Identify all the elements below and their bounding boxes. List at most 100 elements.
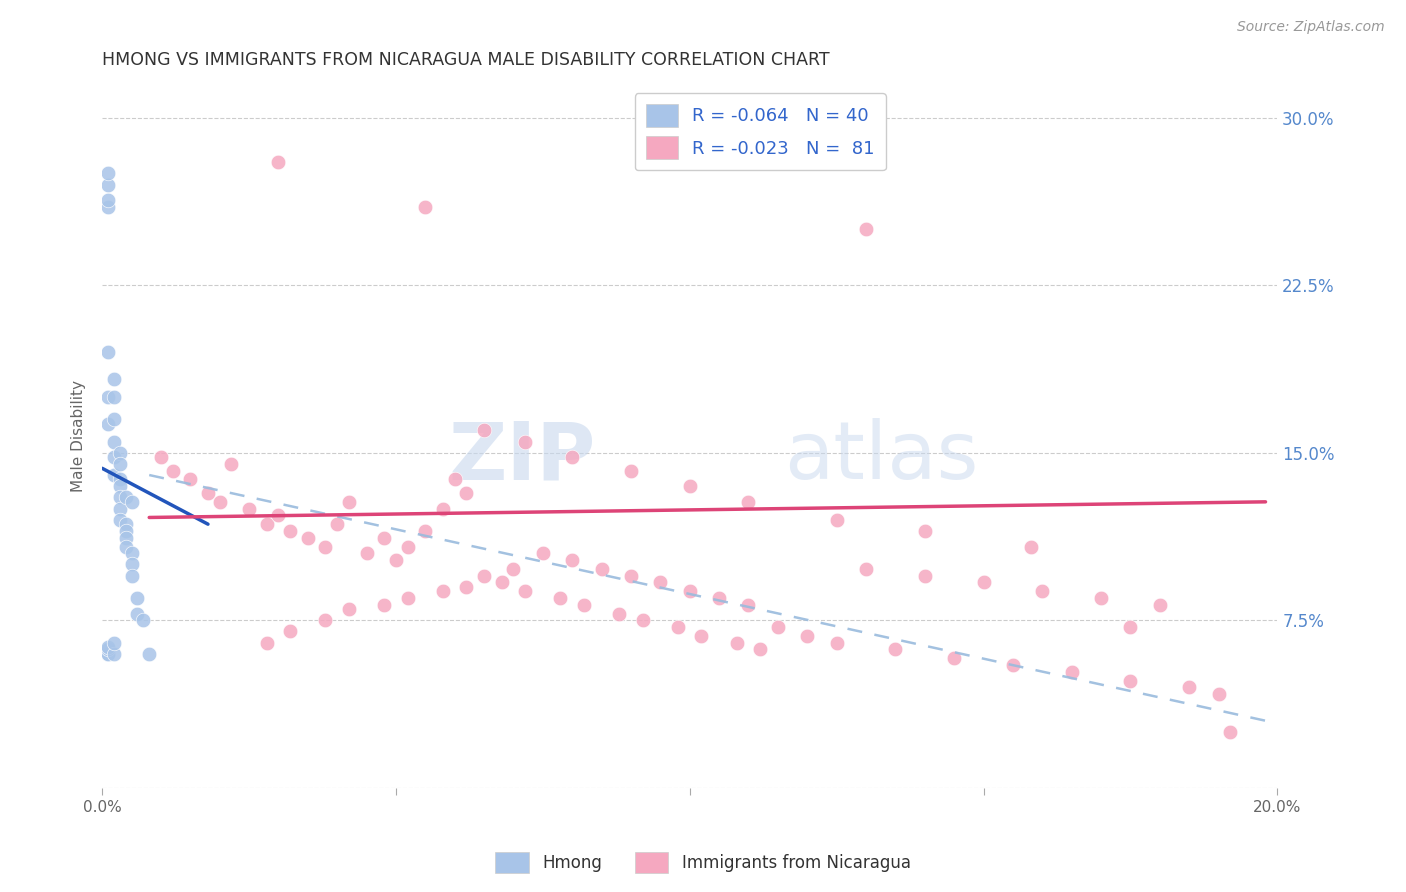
Point bbox=[825, 513, 848, 527]
Point bbox=[114, 491, 136, 505]
Point bbox=[108, 479, 131, 493]
Point bbox=[97, 345, 120, 359]
Point bbox=[108, 513, 131, 527]
Point bbox=[1219, 725, 1241, 739]
Point bbox=[326, 517, 349, 532]
Point bbox=[97, 200, 120, 214]
Point bbox=[103, 390, 125, 404]
Point bbox=[531, 546, 554, 560]
Point bbox=[1178, 680, 1201, 694]
Point bbox=[396, 591, 419, 605]
Point bbox=[208, 495, 231, 509]
Point bbox=[278, 624, 301, 639]
Point bbox=[1149, 598, 1171, 612]
Text: Source: ZipAtlas.com: Source: ZipAtlas.com bbox=[1237, 20, 1385, 34]
Point bbox=[396, 540, 419, 554]
Point bbox=[456, 486, 478, 500]
Point bbox=[278, 524, 301, 538]
Point bbox=[162, 464, 184, 478]
Point bbox=[415, 524, 437, 538]
Point bbox=[855, 562, 877, 576]
Point bbox=[108, 473, 131, 487]
Point bbox=[666, 620, 689, 634]
Point bbox=[607, 607, 630, 621]
Point bbox=[749, 642, 772, 657]
Point bbox=[267, 155, 290, 169]
Point bbox=[138, 647, 160, 661]
Point bbox=[432, 584, 454, 599]
Point bbox=[97, 647, 120, 661]
Point bbox=[114, 517, 136, 532]
Point bbox=[1119, 620, 1142, 634]
Point bbox=[591, 562, 613, 576]
Point bbox=[149, 450, 172, 465]
Point bbox=[561, 553, 583, 567]
Point bbox=[238, 501, 260, 516]
Point bbox=[825, 635, 848, 649]
Point bbox=[267, 508, 290, 523]
Point bbox=[121, 558, 143, 572]
Point bbox=[114, 531, 136, 545]
Point bbox=[650, 575, 672, 590]
Point bbox=[373, 598, 395, 612]
Legend: Hmong, Immigrants from Nicaragua: Hmong, Immigrants from Nicaragua bbox=[488, 846, 918, 880]
Point bbox=[256, 517, 278, 532]
Point bbox=[620, 464, 643, 478]
Point bbox=[356, 546, 378, 560]
Point bbox=[1019, 540, 1042, 554]
Point bbox=[631, 613, 654, 627]
Point bbox=[121, 568, 143, 582]
Point bbox=[97, 178, 120, 192]
Point bbox=[737, 598, 759, 612]
Point bbox=[197, 486, 219, 500]
Point bbox=[103, 450, 125, 465]
Point bbox=[121, 495, 143, 509]
Point bbox=[114, 524, 136, 538]
Point bbox=[1119, 673, 1142, 688]
Point bbox=[914, 568, 936, 582]
Point bbox=[103, 468, 125, 483]
Point bbox=[737, 495, 759, 509]
Point bbox=[491, 575, 513, 590]
Point bbox=[103, 647, 125, 661]
Legend: R = -0.064   N = 40, R = -0.023   N =  81: R = -0.064 N = 40, R = -0.023 N = 81 bbox=[634, 93, 886, 170]
Point bbox=[690, 629, 713, 643]
Point bbox=[103, 412, 125, 426]
Point bbox=[766, 620, 789, 634]
Point bbox=[103, 372, 125, 386]
Point bbox=[97, 647, 120, 661]
Point bbox=[707, 591, 730, 605]
Point bbox=[97, 194, 120, 208]
Point bbox=[884, 642, 907, 657]
Point bbox=[472, 423, 495, 437]
Point bbox=[385, 553, 408, 567]
Point bbox=[97, 390, 120, 404]
Point bbox=[472, 568, 495, 582]
Point bbox=[561, 450, 583, 465]
Point bbox=[679, 584, 702, 599]
Point bbox=[914, 524, 936, 538]
Point bbox=[515, 434, 537, 449]
Y-axis label: Male Disability: Male Disability bbox=[72, 380, 86, 492]
Point bbox=[121, 546, 143, 560]
Point bbox=[114, 540, 136, 554]
Point bbox=[1060, 665, 1083, 679]
Point bbox=[456, 580, 478, 594]
Point bbox=[337, 495, 360, 509]
Point bbox=[620, 568, 643, 582]
Point bbox=[256, 635, 278, 649]
Point bbox=[432, 501, 454, 516]
Point bbox=[1090, 591, 1112, 605]
Point bbox=[314, 540, 336, 554]
Point bbox=[1031, 584, 1053, 599]
Point bbox=[314, 613, 336, 627]
Point bbox=[572, 598, 595, 612]
Point bbox=[550, 591, 572, 605]
Point bbox=[108, 446, 131, 460]
Point bbox=[108, 501, 131, 516]
Point bbox=[973, 575, 995, 590]
Point bbox=[415, 200, 437, 214]
Point bbox=[855, 222, 877, 236]
Text: atlas: atlas bbox=[783, 418, 979, 496]
Point bbox=[796, 629, 818, 643]
